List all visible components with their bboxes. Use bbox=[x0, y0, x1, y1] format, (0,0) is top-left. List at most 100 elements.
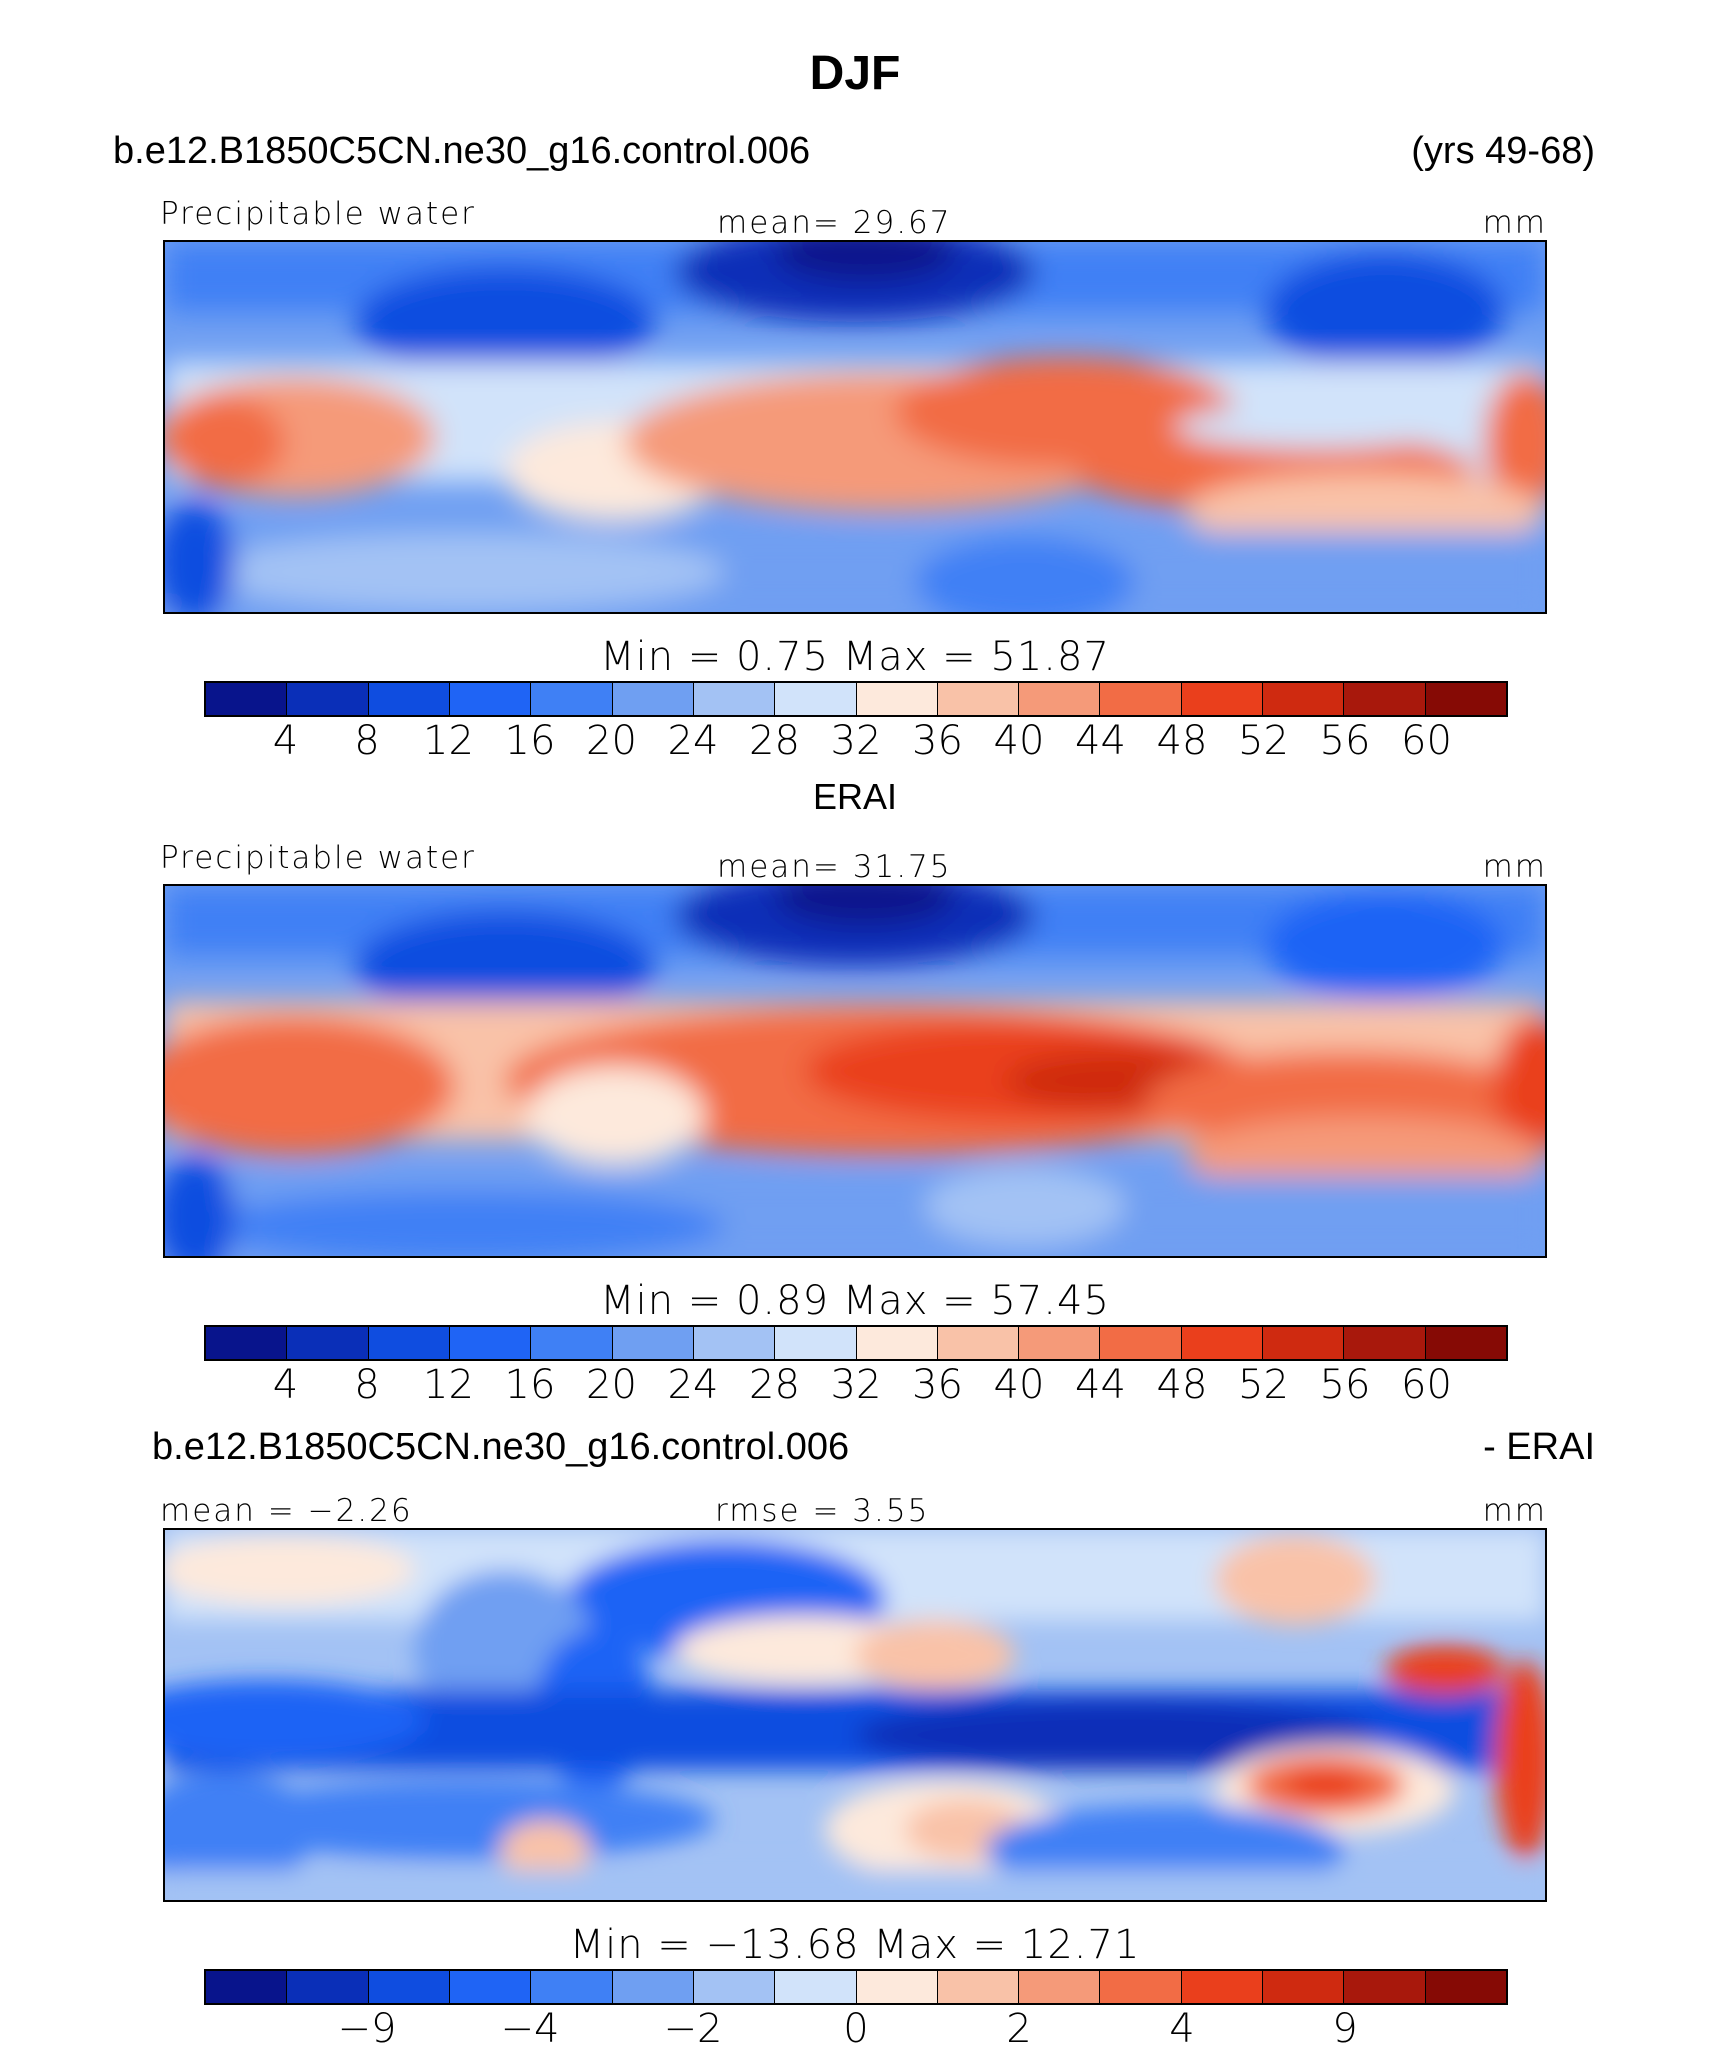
colorbar-tick-label: 56 bbox=[1319, 718, 1371, 764]
panel3-field bbox=[165, 1530, 1545, 1900]
colorbar-tick-label: 60 bbox=[1401, 1362, 1452, 1408]
colorbar-tick-label: 36 bbox=[912, 718, 963, 764]
colorbar-tick-label: 9 bbox=[1332, 2006, 1358, 2052]
colorbar-tick-label: 36 bbox=[912, 1362, 963, 1408]
colorbar-box bbox=[1181, 1971, 1264, 2003]
colorbar-box bbox=[1100, 1971, 1182, 2003]
colorbar-box bbox=[206, 1327, 288, 1359]
colorbar-box bbox=[937, 683, 1020, 715]
colorbar-tick-label: 52 bbox=[1238, 1362, 1289, 1408]
colorbar-box bbox=[1344, 1971, 1426, 2003]
colorbar-tick-label: 56 bbox=[1319, 1362, 1371, 1408]
colorbar-box bbox=[1181, 1327, 1264, 1359]
colorbar-box bbox=[1425, 683, 1506, 715]
colorbar-box bbox=[1100, 1327, 1182, 1359]
panel1-colorbar-ticks: 4 8 12 16 20 24 28 32 36 40 44 48 52 56 … bbox=[0, 718, 1710, 768]
colorbar-box bbox=[775, 1327, 857, 1359]
colorbar-tick-label: 12 bbox=[423, 718, 474, 764]
panel1-map bbox=[163, 240, 1547, 614]
colorbar-tick-label: 52 bbox=[1238, 718, 1289, 764]
colorbar-tick-label: 44 bbox=[1075, 718, 1126, 764]
panel2-header: ERAI bbox=[812, 776, 898, 817]
colorbar-box bbox=[1263, 683, 1345, 715]
colorbar-box bbox=[775, 1971, 857, 2003]
colorbar-box bbox=[856, 1971, 938, 2003]
panel2-units: mm bbox=[1482, 849, 1547, 885]
colorbar-box bbox=[287, 1971, 369, 2003]
colorbar-box bbox=[287, 1327, 369, 1359]
colorbar-tick-label: 12 bbox=[423, 1362, 474, 1408]
colorbar-box bbox=[206, 1971, 288, 2003]
page-title: DJF bbox=[809, 47, 901, 100]
colorbar-box bbox=[856, 683, 938, 715]
panel1-minmax: Min = 0.75 Max = 51.87 bbox=[600, 634, 1110, 680]
colorbar-tick-label: 2 bbox=[1006, 2006, 1032, 2052]
colorbar-box bbox=[449, 683, 532, 715]
colorbar-box bbox=[1019, 683, 1101, 715]
panel2-colorbar-ticks: 4 8 12 16 20 24 28 32 36 40 44 48 52 56 … bbox=[0, 1362, 1710, 1412]
colorbar-box bbox=[1019, 1971, 1101, 2003]
colorbar-tick-label: 20 bbox=[586, 718, 637, 764]
colorbar-tick-label: 4 bbox=[272, 1362, 299, 1408]
colorbar-box bbox=[612, 683, 694, 715]
colorbar-box bbox=[449, 1327, 532, 1359]
colorbar-box bbox=[937, 1327, 1020, 1359]
colorbar-tick-label: 8 bbox=[354, 1362, 380, 1408]
colorbar-tick-label: 32 bbox=[830, 1362, 882, 1408]
colorbar-tick-label: 28 bbox=[749, 1362, 800, 1408]
colorbar-tick-label: −9 bbox=[337, 2006, 397, 2052]
colorbar-box bbox=[1425, 1327, 1506, 1359]
panel1-units: mm bbox=[1482, 205, 1547, 241]
panel1-colorbar bbox=[204, 681, 1508, 717]
panel2-colorbar bbox=[204, 1325, 1508, 1361]
colorbar-box bbox=[612, 1971, 694, 2003]
colorbar-tick-label: −2 bbox=[663, 2006, 723, 2052]
colorbar-box bbox=[449, 1971, 532, 2003]
panel2-variable-label: Precipitable water bbox=[160, 840, 476, 876]
colorbar-tick-label: 40 bbox=[993, 718, 1045, 764]
panel3-colorbar-ticks: −9 −4 −2 0 2 4 9 bbox=[0, 2006, 1710, 2056]
colorbar-box bbox=[693, 1327, 776, 1359]
colorbar-box bbox=[368, 1327, 450, 1359]
panel3-reference: - ERAI bbox=[1483, 1426, 1595, 1468]
colorbar-box bbox=[775, 683, 857, 715]
year-range: (yrs 49-68) bbox=[1411, 130, 1595, 172]
colorbar-tick-label: 24 bbox=[667, 718, 719, 764]
colorbar-box bbox=[531, 1971, 613, 2003]
colorbar-box bbox=[1344, 683, 1426, 715]
colorbar-tick-label: 0 bbox=[843, 2006, 869, 2052]
colorbar-tick-label: 32 bbox=[830, 718, 882, 764]
panel1-field bbox=[165, 242, 1545, 612]
colorbar-tick-label: 20 bbox=[586, 1362, 637, 1408]
colorbar-tick-label: 48 bbox=[1156, 718, 1208, 764]
colorbar-box bbox=[612, 1327, 694, 1359]
colorbar-box bbox=[693, 1971, 776, 2003]
colorbar-box bbox=[856, 1327, 938, 1359]
colorbar-box bbox=[1100, 683, 1182, 715]
panel2-field bbox=[165, 886, 1545, 1256]
colorbar-tick-label: 4 bbox=[1169, 2006, 1195, 2052]
colorbar-box bbox=[287, 683, 369, 715]
colorbar-box bbox=[206, 683, 288, 715]
colorbar-tick-label: 4 bbox=[272, 718, 299, 764]
panel3-minmax: Min = −13.68 Max = 12.71 bbox=[569, 1922, 1141, 1968]
colorbar-box bbox=[368, 683, 450, 715]
panel3-mean: mean = −2.26 bbox=[160, 1493, 413, 1529]
panel3-units: mm bbox=[1482, 1493, 1547, 1529]
colorbar-box bbox=[1263, 1327, 1345, 1359]
colorbar-tick-label: 24 bbox=[667, 1362, 719, 1408]
panel3-case-name: b.e12.B1850C5CN.ne30_g16.control.006 bbox=[152, 1426, 850, 1468]
panel2-minmax: Min = 0.89 Max = 57.45 bbox=[600, 1278, 1110, 1324]
panel3-colorbar bbox=[204, 1969, 1508, 2005]
colorbar-box bbox=[693, 683, 776, 715]
colorbar-box bbox=[937, 1971, 1020, 2003]
colorbar-box bbox=[368, 1971, 450, 2003]
colorbar-tick-label: 28 bbox=[749, 718, 800, 764]
panel3-rmse: rmse = 3.55 bbox=[715, 1493, 930, 1529]
colorbar-box bbox=[531, 1327, 613, 1359]
colorbar-tick-label: 44 bbox=[1075, 1362, 1126, 1408]
colorbar-tick-label: 40 bbox=[993, 1362, 1045, 1408]
colorbar-box bbox=[1344, 1327, 1426, 1359]
colorbar-tick-label: 48 bbox=[1156, 1362, 1208, 1408]
panel1-mean: mean= 29.67 bbox=[717, 205, 952, 241]
